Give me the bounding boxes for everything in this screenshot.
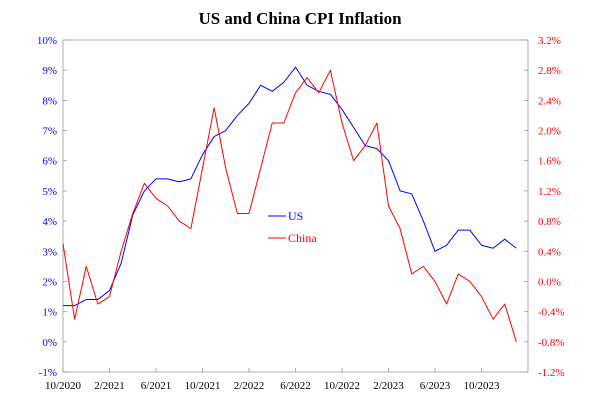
left-y-tick-label: 0% [42,337,57,349]
left-y-axis: -1% 0% 1% 2% 3% 4% 5% 6% 7% 8% 9% 10% [37,35,67,379]
right-y-tick-label: 2.0% [538,126,561,138]
right-y-tick-label: 2.4% [538,95,561,107]
chart-title: US and China CPI Inflation [198,9,402,28]
x-tick-label: 6/2022 [280,380,311,392]
right-y-tick-label: -1.2% [538,367,565,379]
x-tick-label: 6/2023 [420,380,451,392]
series-line-us [63,66,517,307]
left-y-tick-label: 5% [42,186,57,198]
x-tick-label: 6/2021 [141,380,172,392]
x-tick-label: 10/2022 [324,380,360,392]
left-y-tick-label: -1% [39,367,57,379]
x-tick-label: 10/2023 [463,380,500,392]
right-y-tick-label: 0.8% [538,216,561,228]
legend-label-us: US [288,209,303,223]
plot-area-frame [62,39,529,373]
legend: US China [268,209,317,245]
series-lines [62,66,517,342]
right-y-tick-label: 0.0% [538,276,561,288]
left-y-tick-label: 9% [42,65,57,77]
legend-label-china: China [288,231,317,245]
left-y-tick-label: 10% [37,35,57,47]
series-line-china [62,69,517,342]
left-y-tick-label: 7% [42,126,57,138]
right-y-tick-label: -0.8% [538,337,565,349]
left-y-tick-label: 3% [42,246,57,258]
right-y-tick-label: 3.2% [538,35,561,47]
x-tick-label: 10/2020 [45,380,82,392]
right-y-axis: -1.2% -0.8% -0.4% 0.0% 0.4% 0.8% 1.2% 1.6% 2.0% 2… [524,35,565,379]
left-y-tick-label: 1% [42,307,57,319]
left-y-tick-label: 4% [42,216,57,228]
x-axis: 10/2020 2/2021 6/2021 10/2021 2/2022 6/2022 10… [45,368,500,392]
x-tick-label: 10/2021 [184,380,220,392]
right-y-tick-label: 1.6% [538,156,561,168]
left-y-tick-label: 2% [42,276,57,288]
right-y-tick-label: 2.8% [538,65,561,77]
x-tick-label: 2/2022 [234,380,265,392]
left-y-tick-label: 6% [42,156,57,168]
x-tick-label: 2/2021 [94,380,125,392]
x-tick-label: 2/2023 [373,380,404,392]
right-y-tick-label: -0.4% [538,307,565,319]
left-y-tick-label: 8% [42,95,57,107]
right-y-tick-label: 1.2% [538,186,561,198]
right-y-tick-label: 0.4% [538,246,561,258]
